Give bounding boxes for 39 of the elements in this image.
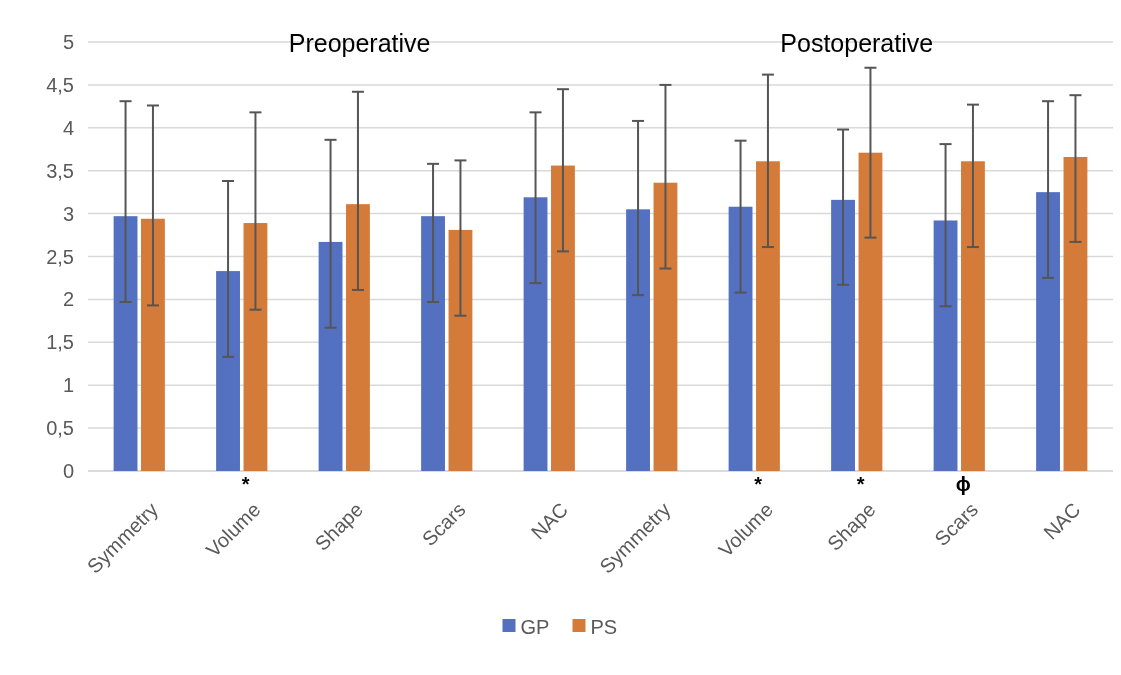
- bar: [933, 220, 958, 471]
- y-tick-label: 5: [62, 31, 74, 53]
- bar: [523, 197, 548, 471]
- y-tick-label: 3,5: [46, 159, 74, 182]
- bar: [1063, 156, 1088, 471]
- text: *: [754, 473, 763, 495]
- bar: [653, 182, 678, 471]
- y-tick-label: 1: [62, 374, 74, 397]
- bar: [141, 218, 165, 471]
- annotation: Postoperative: [780, 29, 934, 57]
- bar: [728, 206, 753, 471]
- text: ϕ: [955, 473, 971, 495]
- text: *: [241, 473, 250, 495]
- text: *: [856, 473, 865, 495]
- y-tick-label: 2: [62, 288, 74, 311]
- legend-label: GP: [520, 616, 550, 638]
- bar: [243, 223, 268, 471]
- bar: [1036, 192, 1060, 471]
- bar: [961, 161, 985, 471]
- y-tick-label: 0: [62, 460, 74, 482]
- bar: [551, 165, 575, 471]
- bar: [216, 271, 240, 471]
- bar: [318, 241, 343, 471]
- y-tick-label: 0,5: [46, 417, 74, 440]
- bar: [831, 199, 855, 471]
- y-tick-label: 1,5: [46, 331, 74, 354]
- bar: [626, 209, 650, 471]
- bar: [346, 204, 370, 471]
- bar: [756, 161, 780, 471]
- y-tick-label: 3: [62, 202, 74, 225]
- bar: [858, 152, 883, 471]
- bar: [448, 229, 473, 471]
- y-tick-label: 2,5: [46, 245, 74, 268]
- annotation: Preoperative: [288, 29, 431, 57]
- y-tick-label: 4: [62, 116, 74, 139]
- y-tick-label: 4,5: [46, 73, 74, 96]
- bar: [421, 216, 445, 471]
- legend-label: PS: [590, 616, 618, 638]
- bar: [113, 216, 138, 471]
